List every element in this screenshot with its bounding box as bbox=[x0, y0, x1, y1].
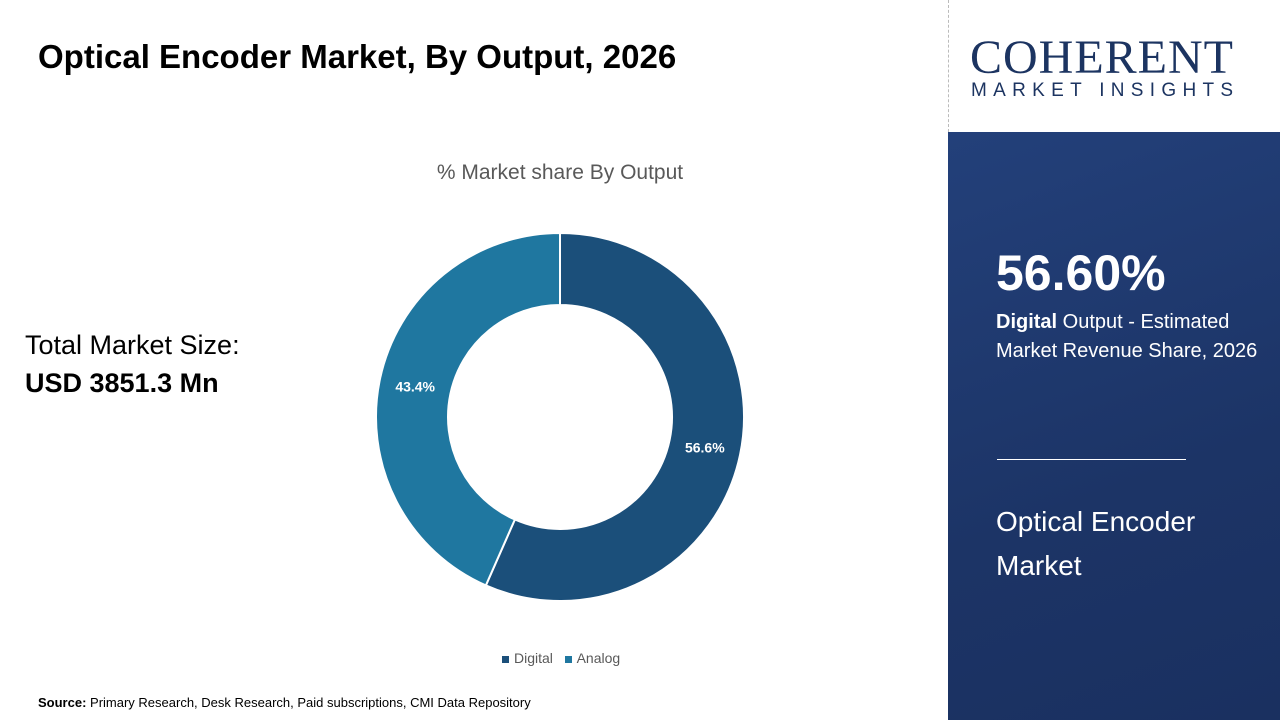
highlight-desc-text: Output - Estimated Market Revenue Share,… bbox=[996, 311, 1258, 362]
highlight-panel: 56.60% Digital Output - Estimated Market… bbox=[948, 132, 1280, 720]
source-text: Primary Research, Desk Research, Paid su… bbox=[86, 695, 531, 710]
data-label-analog: 43.4% bbox=[395, 379, 435, 395]
source-label: Source: bbox=[38, 695, 87, 710]
market-name: Optical Encoder Market bbox=[996, 506, 1196, 581]
logo-subtext: MARKET INSIGHTS bbox=[971, 80, 1240, 101]
logo-text: COHERENT bbox=[970, 31, 1234, 84]
panel-divider bbox=[997, 459, 1186, 460]
page-title: Optical Encoder Market, By Output, 2026 bbox=[38, 38, 677, 75]
logo: COHERENT MARKET INSIGHTS bbox=[950, 0, 1280, 132]
total-value: USD 3851.3 Mn bbox=[25, 368, 219, 398]
divider bbox=[948, 0, 949, 132]
slice-analog bbox=[375, 231, 561, 587]
chart-title: % Market share By Output bbox=[436, 161, 684, 184]
legend-swatch-digital bbox=[502, 655, 509, 663]
legend-label-analog: Analog bbox=[576, 650, 621, 666]
data-label-digital: 56.6% bbox=[685, 439, 725, 455]
highlight-value: 56.60% bbox=[996, 245, 1166, 301]
total-market-size: Total Market Size: USD 3851.3 Mn bbox=[25, 326, 240, 402]
highlight-description: Digital Output - Estimated Market Revenu… bbox=[996, 308, 1266, 366]
slice-digital bbox=[484, 231, 745, 602]
legend-swatch-analog bbox=[564, 655, 572, 663]
legend: Digital Analog bbox=[502, 650, 620, 666]
source-note: Source: Primary Research, Desk Research,… bbox=[38, 695, 531, 710]
total-label: Total Market Size: bbox=[25, 330, 240, 360]
legend-label-digital: Digital bbox=[514, 650, 553, 666]
highlight-segment: Digital bbox=[996, 311, 1058, 333]
